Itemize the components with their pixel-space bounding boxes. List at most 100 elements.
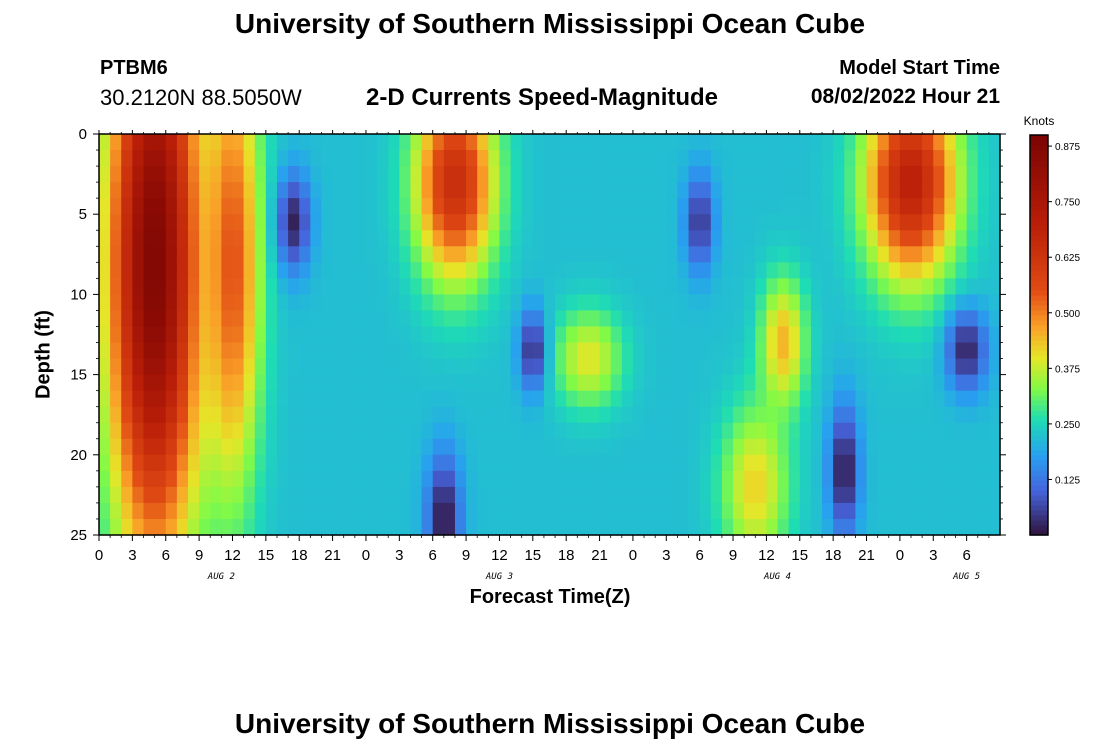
- heatmap-cell: [588, 342, 601, 360]
- heatmap-cell: [855, 246, 868, 263]
- heatmap-cell: [833, 374, 845, 392]
- heatmap-cell: [766, 182, 779, 199]
- heatmap-cell: [566, 358, 578, 376]
- colorbar-segment: [1030, 275, 1048, 281]
- heatmap-cell: [610, 470, 623, 488]
- heatmap-cell: [187, 374, 200, 392]
- heatmap-cell: [810, 438, 823, 456]
- heatmap-cell: [966, 214, 979, 231]
- heatmap-cell: [766, 294, 779, 312]
- heatmap-cell: [176, 214, 189, 231]
- heatmap-cell: [788, 134, 801, 151]
- colorbar-segment: [1030, 320, 1048, 326]
- heatmap-cell: [799, 518, 812, 536]
- heatmap-cell: [977, 326, 990, 344]
- heatmap-cell: [365, 358, 378, 376]
- heatmap-cell: [977, 486, 990, 504]
- heatmap-cell: [288, 278, 300, 295]
- heatmap-cell: [532, 278, 545, 295]
- colorbar-segment: [1030, 420, 1048, 426]
- heatmap-cell: [132, 374, 145, 392]
- heatmap-cell: [454, 134, 467, 151]
- heatmap-cell: [388, 198, 400, 215]
- heatmap-cell: [321, 390, 334, 408]
- heatmap-cell: [777, 390, 790, 408]
- heatmap-cell: [99, 518, 111, 536]
- heatmap-cell: [532, 374, 545, 392]
- heatmap-cell: [343, 390, 356, 408]
- heatmap-cell: [466, 230, 478, 247]
- heatmap-cell: [966, 406, 979, 424]
- heatmap-cell: [154, 358, 167, 376]
- heatmap-cell: [677, 422, 690, 440]
- heatmap-cell: [733, 230, 745, 247]
- heatmap-cell: [822, 310, 834, 328]
- heatmap-cell: [699, 262, 712, 279]
- heatmap-cell: [388, 262, 400, 279]
- heatmap-cell: [154, 246, 167, 263]
- heatmap-cell: [755, 326, 768, 344]
- heatmap-cell: [421, 342, 434, 360]
- heatmap-cell: [555, 470, 567, 488]
- heatmap-cell: [499, 326, 512, 344]
- heatmap-cell: [132, 326, 145, 344]
- heatmap-cell: [644, 518, 656, 536]
- heatmap-cell: [922, 150, 934, 167]
- heatmap-cell: [888, 406, 901, 424]
- heatmap-cell: [632, 326, 645, 344]
- heatmap-cell: [165, 182, 178, 199]
- heatmap-cell: [966, 134, 979, 151]
- heatmap-cell: [644, 278, 656, 295]
- heatmap-cell: [688, 166, 701, 183]
- colorbar-segment: [1030, 530, 1048, 536]
- heatmap-cell: [454, 422, 467, 440]
- heatmap-cell: [399, 358, 412, 376]
- heatmap-cell: [933, 214, 945, 231]
- heatmap-cell: [922, 438, 934, 456]
- heatmap-cell: [822, 374, 834, 392]
- heatmap-cell: [288, 342, 300, 360]
- heatmap-cell: [365, 182, 378, 199]
- heatmap-cell: [443, 166, 456, 183]
- heatmap-cell: [799, 246, 812, 263]
- heatmap-cell: [265, 278, 278, 295]
- heatmap-cell: [977, 278, 990, 295]
- heatmap-cell: [833, 198, 845, 215]
- heatmap-cell: [466, 198, 478, 215]
- colorbar-segment: [1030, 235, 1048, 241]
- heatmap-cell: [621, 342, 634, 360]
- heatmap-cell: [265, 166, 278, 183]
- heatmap-cell: [710, 438, 723, 456]
- heatmap-cell: [644, 326, 656, 344]
- heatmap-cell: [499, 390, 512, 408]
- colorbar-segment: [1030, 445, 1048, 451]
- heatmap-cell: [966, 294, 979, 312]
- heatmap-cell: [710, 310, 723, 328]
- heatmap-cell: [877, 294, 890, 312]
- heatmap-cell: [310, 214, 323, 231]
- colorbar-segment: [1030, 495, 1048, 501]
- heatmap-cell: [699, 374, 712, 392]
- x-tick-label: 18: [825, 547, 842, 564]
- heatmap-cell: [466, 134, 478, 151]
- heatmap-cell: [644, 374, 656, 392]
- heatmap-cell: [299, 166, 311, 183]
- heatmap-cell: [966, 198, 979, 215]
- heatmap-cell: [911, 326, 923, 344]
- heatmap-cell: [688, 214, 701, 231]
- heatmap-cell: [243, 214, 256, 231]
- heatmap-cell: [766, 246, 779, 263]
- heatmap-cell: [655, 470, 667, 488]
- colorbar-segment: [1030, 360, 1048, 366]
- colorbar-segment: [1030, 265, 1048, 271]
- heatmap-cell: [176, 518, 189, 536]
- heatmap-cell: [899, 358, 912, 376]
- heatmap-cell: [232, 470, 245, 488]
- heatmap-cell: [755, 502, 768, 520]
- heatmap-cell: [232, 374, 245, 392]
- heatmap-cell: [655, 342, 667, 360]
- heatmap-cell: [110, 454, 122, 472]
- heatmap-cell: [454, 150, 467, 167]
- heatmap-cell: [944, 358, 957, 376]
- heatmap-cell: [632, 438, 645, 456]
